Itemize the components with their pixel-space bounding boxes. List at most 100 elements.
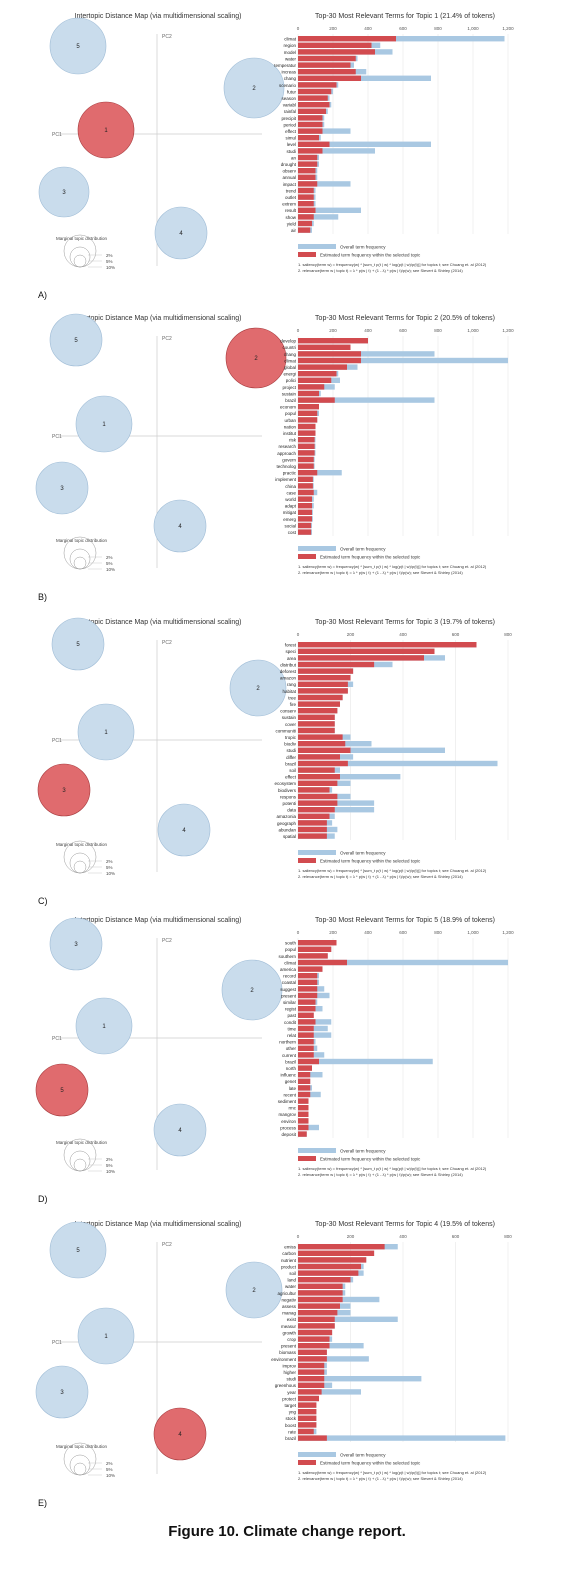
bar-selected[interactable] [298,1303,340,1309]
topic-circle-3[interactable] [35,461,89,515]
bar-selected[interactable] [298,1270,359,1276]
topic-circle-1[interactable] [77,703,135,761]
bar-selected[interactable] [298,661,375,668]
bar-overall[interactable] [298,959,508,966]
bar-selected[interactable] [298,503,312,509]
bar-selected[interactable] [298,1263,361,1270]
bar-overall[interactable] [298,397,435,403]
bar-selected[interactable] [298,741,346,747]
bar-selected[interactable] [298,807,335,813]
bar-selected[interactable] [298,108,326,114]
bar-selected[interactable] [298,1072,311,1078]
bar-overall[interactable] [298,1032,332,1038]
bar-selected[interactable] [298,357,361,364]
bar-selected[interactable] [298,1409,317,1415]
bar-selected[interactable] [298,207,316,213]
bar-selected[interactable] [298,1118,309,1124]
bar-selected[interactable] [298,1290,343,1296]
bar-selected[interactable] [298,826,327,833]
bar-selected[interactable] [298,999,316,1005]
bar-selected[interactable] [298,371,337,377]
bar-selected[interactable] [298,820,327,826]
bar-selected[interactable] [298,1323,335,1329]
bar-selected[interactable] [298,966,323,972]
topic-circle-4[interactable] [153,1407,207,1461]
bar-overall[interactable] [298,1343,364,1349]
bar-selected[interactable] [298,417,318,423]
bar-selected[interactable] [298,95,328,101]
bar-overall[interactable] [298,1376,422,1382]
bar-selected[interactable] [298,529,312,535]
bar-overall[interactable] [298,351,435,357]
bar-selected[interactable] [298,201,314,207]
bar-selected[interactable] [298,404,319,410]
bar-selected[interactable] [298,1362,325,1369]
bar-selected[interactable] [298,986,318,992]
bar-selected[interactable] [298,1078,311,1084]
bar-overall[interactable] [298,207,361,213]
topic-circle-5[interactable] [49,1221,107,1279]
topic-circle-4[interactable] [153,499,207,553]
bar-selected[interactable] [298,1376,325,1382]
topic-circle-3[interactable] [38,166,90,218]
bar-selected[interactable] [298,800,338,806]
bar-overall[interactable] [298,357,508,364]
bar-selected[interactable] [298,1032,314,1038]
bar-selected[interactable] [298,1039,314,1045]
bar-selected[interactable] [298,148,323,154]
topic-circle-5[interactable] [35,1063,89,1117]
bar-selected[interactable] [298,410,318,416]
bar-selected[interactable] [298,1025,314,1032]
bar-selected[interactable] [298,430,316,436]
bar-selected[interactable] [298,833,327,839]
bar-selected[interactable] [298,1435,327,1441]
bar-selected[interactable] [298,1250,375,1256]
topic-circle-4[interactable] [153,1103,207,1157]
bar-selected[interactable] [298,648,435,654]
bar-selected[interactable] [298,220,312,227]
bar-selected[interactable] [298,1131,307,1137]
bar-overall[interactable] [298,1058,433,1065]
bar-overall[interactable] [298,75,431,81]
bar-selected[interactable] [298,1402,317,1408]
bar-selected[interactable] [298,121,323,128]
topic-circle-1[interactable] [75,395,133,453]
bar-selected[interactable] [298,734,343,740]
bar-selected[interactable] [298,476,313,482]
bar-selected[interactable] [298,767,335,773]
topic-circle-2[interactable] [225,327,287,389]
topic-circle-2[interactable] [225,1261,283,1319]
bar-selected[interactable] [298,168,316,174]
bar-selected[interactable] [298,721,335,727]
bar-selected[interactable] [298,437,315,443]
bar-overall[interactable] [298,1389,361,1395]
bar-selected[interactable] [298,793,338,800]
bar-selected[interactable] [298,668,354,674]
bar-selected[interactable] [298,1058,319,1065]
bar-selected[interactable] [298,1336,330,1342]
bar-selected[interactable] [298,509,312,515]
bar-overall[interactable] [298,148,375,154]
bar-selected[interactable] [298,42,372,48]
bar-selected[interactable] [298,1428,314,1435]
bar-selected[interactable] [298,483,313,489]
bar-selected[interactable] [298,154,318,161]
topic-circle-1[interactable] [77,1307,135,1365]
bar-selected[interactable] [298,1019,316,1025]
bar-selected[interactable] [298,1257,367,1263]
bar-selected[interactable] [298,940,337,946]
topic-circle-2[interactable] [221,959,283,1021]
bar-selected[interactable] [298,1369,325,1375]
bar-selected[interactable] [298,522,312,529]
bar-selected[interactable] [298,516,312,522]
bar-selected[interactable] [298,390,319,397]
bar-selected[interactable] [298,760,348,767]
bar-selected[interactable] [298,1382,325,1388]
bar-overall[interactable] [298,36,505,42]
topic-circle-5[interactable] [51,617,105,671]
bar-selected[interactable] [298,194,314,200]
bar-selected[interactable] [298,642,477,648]
bar-selected[interactable] [298,489,314,496]
bar-selected[interactable] [298,384,325,390]
bar-selected[interactable] [298,351,361,357]
